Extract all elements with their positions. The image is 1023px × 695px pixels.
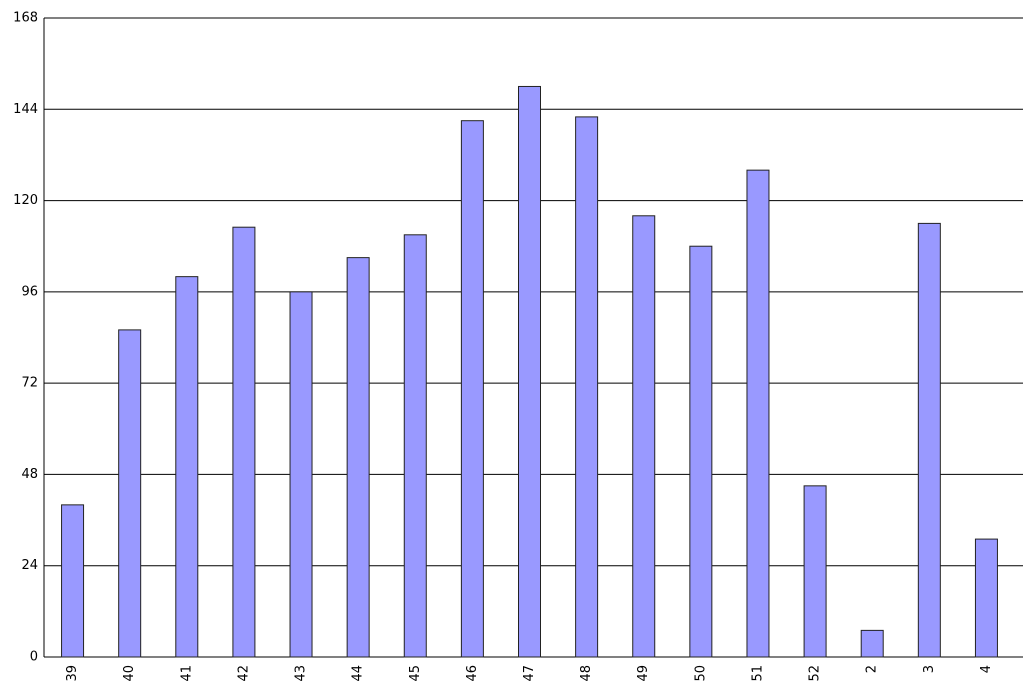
x-tick-label: 43 [294,665,309,682]
x-tick-label: 2 [865,665,880,673]
bar [860,629,884,658]
x-tick-label: 39 [65,665,80,682]
y-tick-label: 48 [21,467,38,482]
bar [518,85,541,658]
x-tick-label: 4 [979,665,994,673]
x-tick-label: 50 [693,665,708,682]
y-tick-label: 96 [21,284,38,299]
bar [689,245,713,658]
bar [232,226,256,658]
y-tick-label: 120 [13,193,38,208]
bar [118,329,142,658]
y-tick-label: 144 [13,102,38,117]
bar [917,222,941,658]
bar [974,538,998,658]
y-tick-label: 24 [21,558,38,573]
bar [346,257,370,658]
x-tick-label: 52 [808,665,823,682]
bar [746,169,770,658]
x-tick-label: 48 [579,665,594,682]
bar [61,504,85,658]
y-tick-label: 168 [13,11,38,26]
bar [175,276,199,658]
x-tick-label: 41 [179,665,194,682]
bar [803,485,827,658]
x-tick-label: 49 [636,665,651,682]
x-tick-label: 51 [750,665,765,682]
bar [460,120,484,658]
x-tick-label: 47 [522,665,537,682]
bar [289,291,313,658]
y-tick-label: 0 [30,650,38,665]
x-tick-label: 46 [465,665,480,682]
x-tick-label: 44 [351,665,366,682]
x-tick-label: 40 [122,665,137,682]
y-tick-label: 72 [21,376,38,391]
bar [632,215,656,658]
bar [403,234,427,658]
bar [575,116,599,658]
x-tick-label: 3 [922,665,937,673]
x-tick-label: 45 [408,665,423,682]
x-tick-label: 42 [236,665,251,682]
